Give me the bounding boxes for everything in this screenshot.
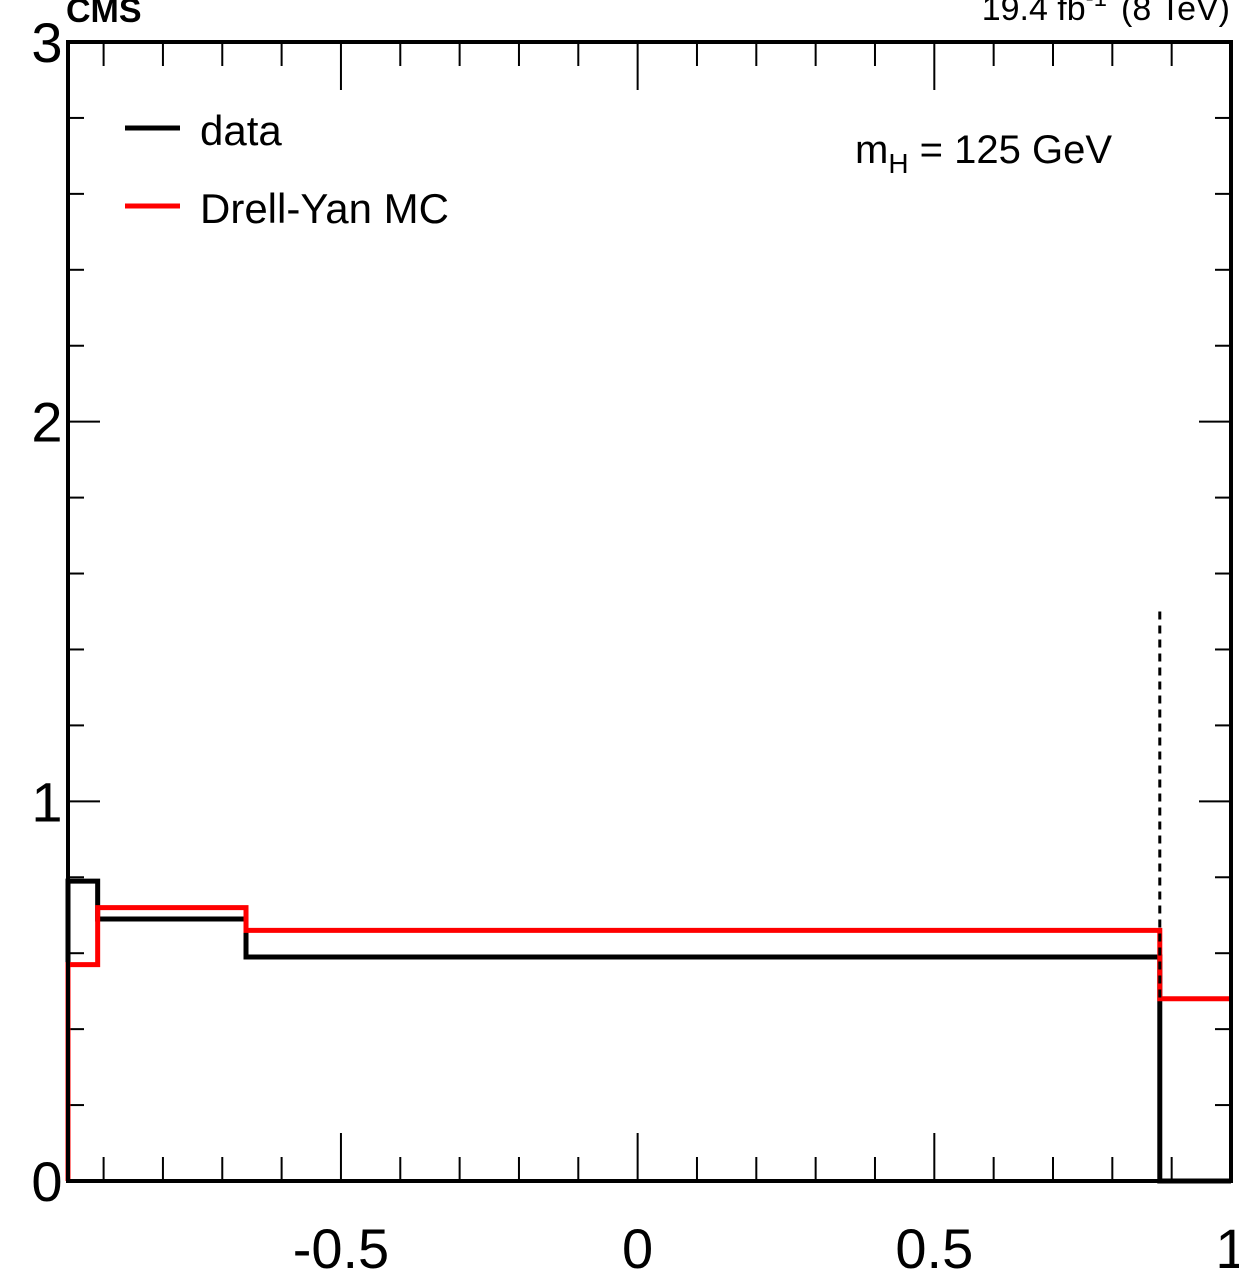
x-tick-label: 1 — [1215, 1217, 1239, 1276]
y-tick-label: 2 — [31, 391, 62, 454]
legend-label-mc: Drell-Yan MC — [200, 185, 449, 232]
series-mc-line — [65, 905, 1231, 1181]
series-data-line — [65, 878, 1231, 1184]
y-tick-label: 0 — [31, 1150, 62, 1213]
legend-label-data: data — [200, 107, 282, 154]
y-tick-label: 3 — [31, 11, 62, 74]
legend: data Drell-Yan MC — [125, 107, 449, 232]
tick-labels: -0.5 0 0.5 1 0 1 2 3 — [31, 11, 1239, 1276]
x-tick-label: -0.5 — [293, 1217, 390, 1276]
plot-frame — [66, 40, 1233, 1183]
x-tick-label: 0 — [622, 1217, 653, 1276]
x-tick-label: 0.5 — [895, 1217, 973, 1276]
mass-annotation: mH = 125 GeV — [855, 128, 1112, 179]
y-tick-label: 1 — [31, 770, 62, 833]
experiment-label: CMS — [66, 0, 142, 30]
series-layer — [65, 878, 1231, 1184]
luminosity-label: 19.4 fb-1(8 TeV) — [982, 0, 1230, 28]
